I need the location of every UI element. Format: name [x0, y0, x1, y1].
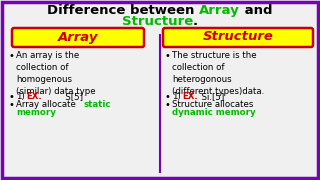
Text: •: •	[8, 92, 14, 102]
Text: •: •	[164, 100, 170, 110]
Text: dynamic memory: dynamic memory	[172, 108, 256, 117]
Text: Array: Array	[58, 30, 98, 44]
FancyBboxPatch shape	[2, 2, 318, 178]
FancyBboxPatch shape	[12, 28, 144, 47]
Text: 1): 1)	[16, 92, 25, 101]
Text: Array: Array	[199, 4, 240, 17]
Text: •: •	[164, 92, 170, 102]
FancyBboxPatch shape	[163, 28, 313, 47]
Text: Structure: Structure	[203, 30, 273, 44]
Text: Si.[5]: Si.[5]	[196, 92, 224, 101]
Text: •: •	[8, 100, 14, 110]
Text: static: static	[83, 100, 110, 109]
Text: .: .	[193, 15, 198, 28]
Text: The structure is the
collection of
heterogonous
(different types)data.: The structure is the collection of heter…	[172, 51, 264, 96]
Text: S[5]: S[5]	[46, 92, 83, 101]
Text: memory: memory	[16, 108, 56, 117]
Text: An array is the
collection of
homogenous
(similar) data type: An array is the collection of homogenous…	[16, 51, 96, 96]
Text: Structure allocates: Structure allocates	[172, 100, 253, 109]
Text: Structure: Structure	[122, 15, 193, 28]
Text: 1): 1)	[172, 92, 181, 101]
Text: •: •	[8, 51, 14, 61]
Text: and: and	[240, 4, 273, 17]
Text: EX.: EX.	[26, 92, 42, 101]
Text: Difference between: Difference between	[47, 4, 199, 17]
Text: •: •	[164, 51, 170, 61]
Text: EX.: EX.	[182, 92, 198, 101]
Text: Array allocate: Array allocate	[16, 100, 79, 109]
